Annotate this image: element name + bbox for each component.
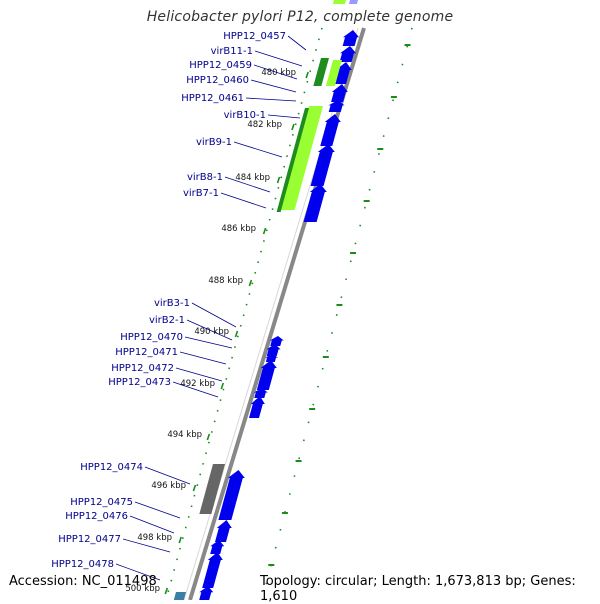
label-leaders: [115, 35, 307, 581]
label-leader: [220, 192, 267, 209]
gene-feature-arrow: [331, 84, 348, 102]
gene-feature-arrow: [333, 62, 352, 84]
gene-feature-bar: [332, 0, 346, 4]
gene-feature-arrow: [256, 360, 277, 390]
gene-feature-arrow: [303, 184, 327, 222]
gene-feature-arrow: [266, 344, 281, 356]
gene-label: HPP12_0478: [51, 559, 114, 570]
gene-labels: HPP12_0457 virB11-1 HPP12_0459 HPP12_0460 HP…: [51, 31, 286, 570]
tick-label: 500 kbp: [125, 584, 160, 594]
tick-label: 494 kbp: [167, 430, 202, 440]
gene-label: HPP12_0475: [70, 497, 133, 508]
gene-feature-arrow: [199, 586, 214, 600]
major-tick: [178, 536, 182, 544]
major-tick: [234, 330, 239, 338]
gene-feature-arrow: [214, 520, 232, 542]
major-tick: [291, 123, 295, 131]
genome-backbone: [188, 27, 366, 600]
gene-feature-arrow: [202, 552, 223, 588]
gene-label: virB10-1: [224, 110, 266, 121]
label-leader: [245, 97, 297, 102]
gene-label: HPP12_0472: [111, 363, 174, 374]
major-tick: [305, 71, 309, 79]
label-leader: [186, 319, 233, 341]
gene-label: HPP12_0473: [108, 377, 171, 388]
gene-label: virB3-1: [154, 298, 190, 309]
tick-label: 482 kbp: [247, 120, 282, 130]
major-tick: [276, 176, 281, 184]
gene-label: virB8-1: [187, 172, 223, 183]
gene-label: HPP12_0457: [223, 31, 286, 42]
gene-label: HPP12_0459: [189, 60, 252, 71]
gene-feature-arrow: [310, 144, 335, 186]
map-title: Helicobacter pylori P12, complete genome: [146, 9, 454, 25]
gene-feature-arrow: [328, 100, 345, 112]
gene-feature-arrow: [248, 396, 265, 418]
tick-label: 484 kbp: [235, 173, 270, 183]
label-leader: [233, 141, 283, 158]
label-leader: [144, 466, 191, 485]
gene-label: HPP12_0471: [115, 347, 178, 358]
major-tick: [220, 382, 225, 390]
tick-label: 492 kbp: [180, 379, 215, 389]
tick-label: 486 kbp: [221, 224, 256, 234]
gene-feature-bar: [276, 108, 309, 212]
gene-features: [173, 0, 360, 600]
label-leader: [191, 302, 237, 328]
gene-label: virB11-1: [211, 46, 253, 57]
tick-label: 498 kbp: [137, 533, 172, 543]
gene-feature-arrow: [210, 540, 225, 554]
gene-label: HPP12_0477: [58, 534, 121, 545]
gene-feature-bar: [280, 106, 323, 210]
label-leader: [122, 538, 171, 553]
label-leader: [250, 79, 297, 93]
gene-feature-bar: [325, 60, 342, 86]
major-ticks: [164, 44, 411, 595]
tick-label: 496 kbp: [151, 481, 186, 491]
inner-ring-edge: [183, 27, 359, 600]
label-leader: [129, 515, 175, 534]
label-leader: [267, 114, 301, 119]
gene-feature-bar: [348, 0, 358, 4]
label-leader: [184, 336, 233, 349]
gene-feature-arrow: [269, 336, 284, 346]
major-tick: [248, 279, 253, 287]
label-leader: [172, 381, 219, 398]
gene-feature-arrow: [218, 470, 245, 520]
gene-label: HPP12_0476: [65, 511, 128, 522]
accession-text: Accession: NC_011498: [9, 574, 157, 589]
major-tick: [262, 227, 267, 235]
gene-feature-arrow: [342, 30, 360, 46]
gene-feature-bar: [313, 58, 329, 86]
label-leader: [287, 35, 307, 51]
gene-label: virB2-1: [149, 315, 185, 326]
gene-feature-arrow: [320, 114, 341, 146]
gene-label: HPP12_0470: [120, 332, 183, 343]
major-tick: [206, 433, 211, 441]
label-leader: [224, 176, 271, 193]
gene-label: HPP12_0460: [186, 75, 249, 86]
major-tick: [164, 587, 169, 595]
gene-feature-bar: [173, 592, 186, 600]
gene-feature-arrow: [253, 388, 268, 398]
label-leader: [253, 64, 298, 80]
gene-label: virB9-1: [196, 137, 232, 148]
label-leader: [179, 351, 227, 365]
tick-label: 490 kbp: [194, 327, 229, 337]
gene-label: virB7-1: [183, 188, 219, 199]
gene-feature-arrow: [265, 354, 279, 362]
gene-label: HPP12_0461: [181, 93, 244, 104]
label-leader: [254, 50, 303, 67]
label-leader: [134, 501, 181, 519]
gene-feature-arrow: [339, 46, 357, 62]
tick-label: 488 kbp: [208, 276, 243, 286]
label-leader: [115, 563, 161, 581]
label-leader: [175, 367, 223, 382]
major-tick: [192, 484, 197, 492]
gene-feature-bar: [199, 464, 225, 514]
gene-label: HPP12_0474: [80, 462, 143, 473]
